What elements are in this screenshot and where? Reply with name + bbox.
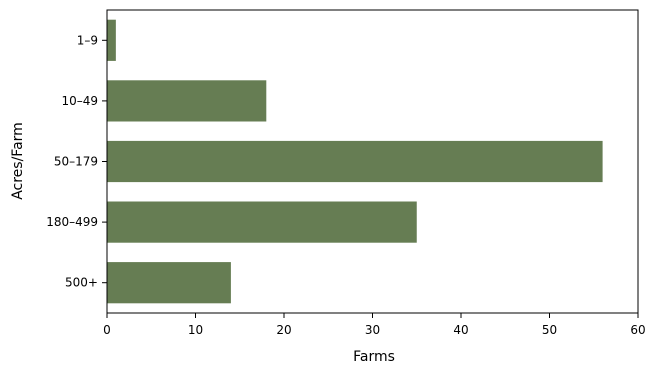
bar-10-49 [107,80,267,122]
bar-1-9 [107,19,116,61]
x-axis-ticks: 0 10 20 30 40 50 60 [103,313,646,337]
x-tick-label: 40 [453,323,468,337]
x-tick-label: 50 [542,323,557,337]
x-tick-label: 0 [103,323,111,337]
y-tick-label: 10–49 [61,94,98,108]
x-tick-label: 10 [188,323,203,337]
x-tick-label: 30 [365,323,380,337]
y-axis-title: Acres/Farm [10,122,26,200]
y-tick-label: 1–9 [77,33,98,47]
y-axis-ticks: 1–9 10–49 50–179 180–499 500+ [46,33,107,290]
x-tick-label: 20 [276,323,291,337]
bar-50-179 [107,140,603,183]
y-tick-label: 500+ [65,276,98,290]
x-axis-title: Farms [353,349,395,364]
bar-180-499 [107,201,417,243]
bar-500 [107,262,231,304]
x-tick-label: 60 [630,323,645,337]
y-tick-label: 50–179 [54,155,98,169]
bars-group [107,19,603,304]
y-tick-label: 180–499 [46,215,98,229]
